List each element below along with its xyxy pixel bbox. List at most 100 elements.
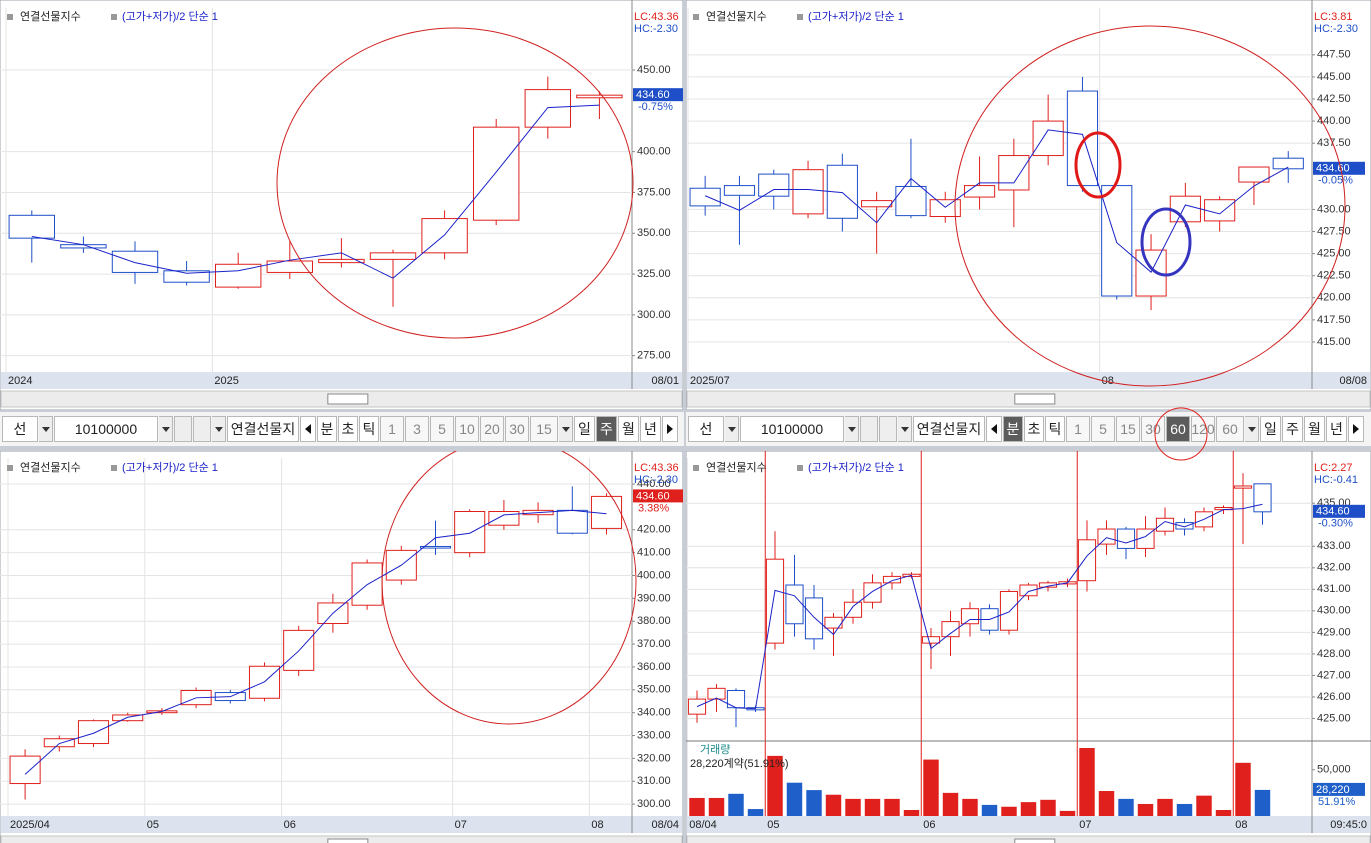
annotation-ellipse — [276, 27, 634, 339]
period-button[interactable]: 30 — [1141, 416, 1165, 442]
dropdown-arrow[interactable] — [559, 416, 573, 442]
panel-background — [686, 451, 1371, 843]
volume-bar — [728, 793, 744, 816]
candle-body — [1204, 199, 1236, 222]
y-tick-label: 422.50 — [1317, 270, 1351, 282]
range-button[interactable]: 주 — [596, 416, 617, 442]
dropdown-arrow[interactable] — [212, 416, 226, 442]
range-button[interactable]: 일 — [574, 416, 595, 442]
candle-body — [8, 214, 56, 239]
period-select[interactable]: 60 — [1216, 416, 1244, 442]
candle-body — [419, 545, 452, 549]
code-input[interactable]: 10100000 — [54, 416, 158, 442]
x-tick-label: 05 — [147, 819, 159, 831]
unit-button[interactable]: 틱 — [1045, 416, 1065, 442]
x-tick-label: 06 — [284, 819, 296, 831]
period-button[interactable]: 1 — [1066, 416, 1090, 442]
range-button[interactable]: 일 — [1260, 416, 1281, 442]
x-tick-label: 07 — [1079, 819, 1091, 831]
dropdown-arrow[interactable] — [39, 416, 53, 442]
dropdown-arrow[interactable] — [898, 416, 912, 442]
search-button[interactable] — [174, 416, 192, 442]
date-strip — [1, 816, 682, 833]
period-button[interactable]: 1 — [380, 416, 404, 442]
market-select[interactable]: 선 — [2, 416, 38, 442]
range-button[interactable]: 주 — [1282, 416, 1303, 442]
legend-icon — [797, 465, 803, 471]
unit-button[interactable]: 틱 — [359, 416, 379, 442]
volume-bar — [1001, 806, 1017, 816]
range-button[interactable]: 월 — [618, 416, 639, 442]
chart-title: 연결선물지수 — [20, 10, 81, 23]
y-tick-label: 433.00 — [1317, 540, 1351, 552]
dropdown-arrow[interactable] — [725, 416, 739, 442]
range-button[interactable]: 년 — [1326, 416, 1347, 442]
period-button[interactable]: 5 — [1091, 416, 1115, 442]
candle-body — [1077, 539, 1097, 582]
date-strip — [687, 372, 1370, 389]
y-tick-label: 420.00 — [637, 524, 671, 536]
x-tick-label: 08/04 — [689, 819, 717, 831]
period-select[interactable]: 15 — [530, 416, 558, 442]
volume-bar — [708, 797, 725, 816]
period-button[interactable]: 60 — [1166, 416, 1190, 442]
candle-body — [1175, 522, 1194, 530]
unit-button[interactable]: 초 — [1024, 416, 1044, 442]
market-select[interactable]: 선 — [688, 416, 724, 442]
search-button[interactable] — [860, 416, 878, 442]
y-tick-label: 425.00 — [1317, 712, 1351, 724]
volume-bar — [825, 794, 842, 816]
price-tag — [1313, 504, 1365, 518]
candle-body — [266, 260, 314, 273]
candle-body — [556, 509, 588, 534]
period-button[interactable]: 20 — [480, 416, 504, 442]
dropdown-arrow[interactable] — [159, 416, 173, 442]
y-tick-label: 425.00 — [1317, 248, 1351, 260]
change-label: 51.91% — [1318, 796, 1356, 808]
candle-body — [960, 608, 980, 625]
code-input[interactable]: 10100000 — [740, 416, 844, 442]
period-button[interactable]: 10 — [455, 416, 479, 442]
range-button[interactable]: 년 — [640, 416, 661, 442]
volume-bar — [767, 755, 783, 816]
price-tag-label: 434.60 — [636, 89, 670, 101]
dropdown-arrow[interactable] — [845, 416, 859, 442]
unit-button[interactable]: 초 — [338, 416, 358, 442]
candle-body — [707, 687, 726, 700]
unit-button[interactable]: 분 — [1003, 416, 1023, 442]
y-tick-label: 410.00 — [637, 547, 671, 559]
volume-bar — [1235, 762, 1251, 816]
x-tick-label: 2025 — [214, 375, 238, 387]
period-button[interactable]: 5 — [430, 416, 454, 442]
volume-title: 거래량 — [700, 743, 730, 756]
chart-panel: 450.00 400.00 375.00 350.00 325.00 300.00 275.… — [0, 0, 683, 410]
next-button[interactable] — [1348, 416, 1364, 442]
next-button[interactable] — [662, 416, 678, 442]
unit-button[interactable]: 분 — [317, 416, 337, 442]
volume-bar — [1020, 802, 1037, 816]
period-button[interactable]: 3 — [405, 416, 429, 442]
y-tick-label: 360.00 — [637, 661, 671, 673]
prev-button[interactable] — [300, 416, 316, 442]
dropdown-arrow[interactable] — [1245, 416, 1259, 442]
period-button[interactable]: 15 — [1116, 416, 1140, 442]
volume-bar — [806, 790, 822, 816]
range-button[interactable]: 월 — [1304, 416, 1325, 442]
prev-button[interactable] — [986, 416, 1002, 442]
chart-panel: 435.00433.00432.00431.00430.00429.00428.… — [686, 451, 1371, 843]
name-field[interactable]: 연결선물지 — [227, 416, 299, 442]
candle-body — [576, 94, 623, 99]
period-button[interactable]: 120 — [1191, 416, 1215, 442]
name-field[interactable]: 연결선물지 — [913, 416, 985, 442]
period-button[interactable]: 30 — [505, 416, 529, 442]
annotation-ellipse — [1074, 131, 1122, 199]
sound-button[interactable] — [193, 416, 211, 442]
volume-bar — [1118, 798, 1134, 816]
last-date: 09:45:0 — [1330, 819, 1367, 831]
candle-body — [1238, 166, 1270, 183]
candle-body — [689, 187, 721, 207]
change-label: 3.38% — [638, 502, 669, 514]
volume-bar — [1254, 789, 1271, 816]
volume-bar — [1196, 795, 1212, 816]
sound-button[interactable] — [879, 416, 897, 442]
